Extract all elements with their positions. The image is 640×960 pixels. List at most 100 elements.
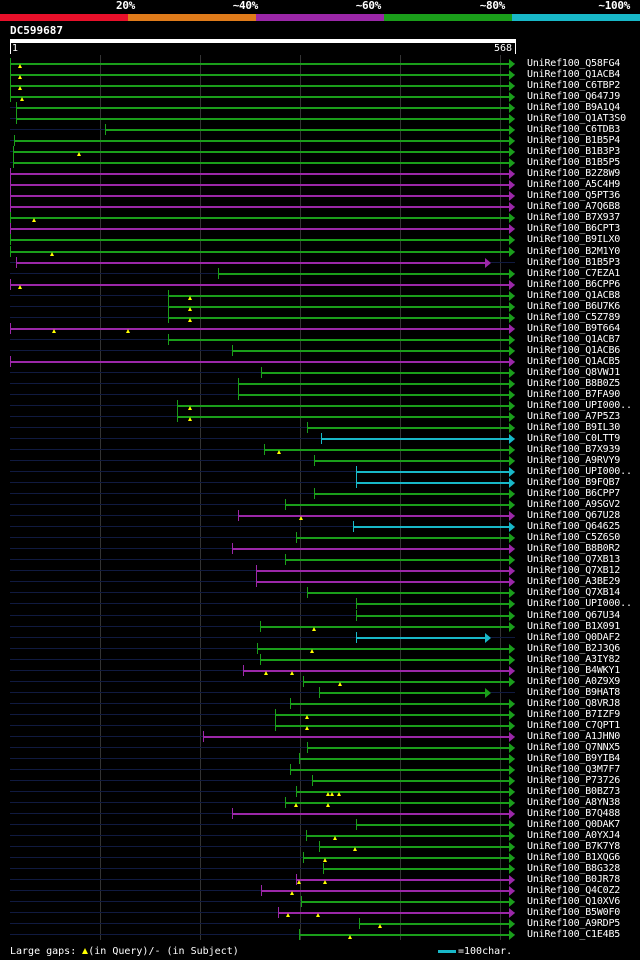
hit-row[interactable]: UniRef100_B6U7K6 xyxy=(0,300,640,312)
hit-label[interactable]: UniRef100_B2M1Y0 xyxy=(527,245,621,257)
hit-label[interactable]: UniRef100_A9RDP5 xyxy=(527,918,621,930)
hit-row[interactable]: UniRef100_B5W0F0 xyxy=(0,907,640,919)
hit-row[interactable]: UniRef100_B7IZF9 xyxy=(0,708,640,720)
hit-label[interactable]: UniRef100_Q4C0Z2 xyxy=(527,885,621,897)
hit-row[interactable]: UniRef100_UPI000.. xyxy=(0,466,640,478)
hit-label[interactable]: UniRef100_Q8VRJ8 xyxy=(527,697,621,709)
hit-label[interactable]: UniRef100_A7Q6B8 xyxy=(527,201,621,213)
hit-label[interactable]: UniRef100_UPI000.. xyxy=(527,466,632,478)
hit-row[interactable]: UniRef100_Q1AT3S0 xyxy=(0,113,640,125)
hit-row[interactable]: UniRef100_B8B0R2 xyxy=(0,543,640,555)
hit-label[interactable]: UniRef100_A5C4H9 xyxy=(527,179,621,191)
hit-label[interactable]: UniRef100_B5W0F0 xyxy=(527,907,621,919)
hit-row[interactable]: UniRef100_B6CPP6 xyxy=(0,278,640,290)
hit-label[interactable]: UniRef100_C1E4B5 xyxy=(527,929,621,941)
hit-row[interactable]: UniRef100_C7QPT1 xyxy=(0,719,640,731)
hit-row[interactable]: UniRef100_Q58FG4 xyxy=(0,58,640,69)
hit-row[interactable]: UniRef100_B6CPT3 xyxy=(0,223,640,235)
hit-label[interactable]: UniRef100_B2Z8W9 xyxy=(527,168,621,180)
hit-row[interactable]: UniRef100_A8YN38 xyxy=(0,797,640,808)
hit-row[interactable]: UniRef100_B1XQG6 xyxy=(0,852,640,864)
hit-row[interactable]: UniRef100_A9RVY9 xyxy=(0,455,640,467)
hit-row[interactable]: UniRef100_A7Q6B8 xyxy=(0,201,640,213)
hit-label[interactable]: UniRef100_Q5PT36 xyxy=(527,190,621,202)
hit-row[interactable]: UniRef100_B1B5P5 xyxy=(0,157,640,169)
hit-label[interactable]: UniRef100_B1B5P4 xyxy=(527,135,621,147)
hit-label[interactable]: UniRef100_Q7NNX5 xyxy=(527,741,621,753)
hit-row[interactable]: UniRef100_Q4C0Z2 xyxy=(0,885,640,897)
hit-row[interactable]: UniRef100_B2M1Y0 xyxy=(0,245,640,257)
hit-label[interactable]: UniRef100_Q58FG4 xyxy=(527,58,621,69)
hit-label[interactable]: UniRef100_A0YXJ4 xyxy=(527,830,621,842)
hit-row[interactable]: UniRef100_Q7XB14 xyxy=(0,587,640,599)
hit-row[interactable]: UniRef100_B1B3P3 xyxy=(0,146,640,158)
hit-row[interactable]: UniRef100_P73726 xyxy=(0,774,640,786)
hit-label[interactable]: UniRef100_Q64625 xyxy=(527,521,621,533)
hit-label[interactable]: UniRef100_Q1ACB5 xyxy=(527,355,621,367)
hit-row[interactable]: UniRef100_A3BE29 xyxy=(0,576,640,588)
hit-row[interactable]: UniRef100_A9RDP5 xyxy=(0,918,640,930)
hit-label[interactable]: UniRef100_B7K7Y8 xyxy=(527,841,621,853)
hit-row[interactable]: UniRef100_B7X939 xyxy=(0,444,640,456)
hit-label[interactable]: UniRef100_B9HAT8 xyxy=(527,686,621,698)
hit-label[interactable]: UniRef100_B7FA90 xyxy=(527,388,621,400)
hit-label[interactable]: UniRef100_Q8VWJ1 xyxy=(527,366,621,378)
hit-label[interactable]: UniRef100_A3IY82 xyxy=(527,653,621,665)
hit-row[interactable]: UniRef100_A7P5Z3 xyxy=(0,410,640,422)
hit-label[interactable]: UniRef100_Q1ACB4 xyxy=(527,69,621,81)
hit-row[interactable]: UniRef100_B9HAT8 xyxy=(0,686,640,698)
hit-row[interactable]: UniRef100_B7X937 xyxy=(0,212,640,224)
hit-row[interactable]: UniRef100_A5C4H9 xyxy=(0,179,640,191)
hit-row[interactable]: UniRef100_A9SGV2 xyxy=(0,499,640,511)
hit-row[interactable]: UniRef100_Q0DAF2 xyxy=(0,631,640,643)
hit-label[interactable]: UniRef100_UPI000.. xyxy=(527,598,632,610)
hit-row[interactable]: UniRef100_C1E4B5 xyxy=(0,929,640,941)
hit-row[interactable]: UniRef100_B7K7Y8 xyxy=(0,841,640,853)
hit-label[interactable]: UniRef100_B6U7K6 xyxy=(527,300,621,312)
hit-label[interactable]: UniRef100_A7P5Z3 xyxy=(527,410,621,422)
hit-label[interactable]: UniRef100_A0Z9X9 xyxy=(527,675,621,687)
hit-label[interactable]: UniRef100_B7IZF9 xyxy=(527,708,621,720)
hit-label[interactable]: UniRef100_C5Z789 xyxy=(527,311,621,323)
hit-row[interactable]: UniRef100_Q8VRJ8 xyxy=(0,697,640,709)
hit-label[interactable]: UniRef100_Q3M7F7 xyxy=(527,763,621,775)
hit-row[interactable]: UniRef100_A0YXJ4 xyxy=(0,830,640,842)
hit-row[interactable]: UniRef100_Q3M7F7 xyxy=(0,763,640,775)
hit-label[interactable]: UniRef100_B2J3Q6 xyxy=(527,642,621,654)
hit-label[interactable]: UniRef100_Q7XB14 xyxy=(527,587,621,599)
hit-label[interactable]: UniRef100_P73726 xyxy=(527,774,621,786)
hit-label[interactable]: UniRef100_B0JR78 xyxy=(527,874,621,886)
hit-label[interactable]: UniRef100_B9ILX0 xyxy=(527,234,621,246)
hit-label[interactable]: UniRef100_B7X937 xyxy=(527,212,621,224)
hit-label[interactable]: UniRef100_B4WKY1 xyxy=(527,664,621,676)
hit-label[interactable]: UniRef100_UPI000.. xyxy=(527,399,632,411)
hit-row[interactable]: UniRef100_Q8VWJ1 xyxy=(0,366,640,378)
hit-row[interactable]: UniRef100_B9ILX0 xyxy=(0,234,640,246)
hit-row[interactable]: UniRef100_C0LTT9 xyxy=(0,433,640,445)
hit-label[interactable]: UniRef100_B1XQG6 xyxy=(527,852,621,864)
hit-label[interactable]: UniRef100_C5Z6S0 xyxy=(527,532,621,544)
hit-row[interactable]: UniRef100_B6CPP7 xyxy=(0,488,640,500)
hit-label[interactable]: UniRef100_B1B5P5 xyxy=(527,157,621,169)
hit-row[interactable]: UniRef100_Q1ACB7 xyxy=(0,333,640,345)
hit-row[interactable]: UniRef100_B9T664 xyxy=(0,322,640,334)
hit-label[interactable]: UniRef100_C6TBP2 xyxy=(527,80,621,92)
hit-row[interactable]: UniRef100_Q67U34 xyxy=(0,609,640,621)
hit-row[interactable]: UniRef100_C7EZA1 xyxy=(0,267,640,279)
hit-row[interactable]: UniRef100_UPI000.. xyxy=(0,399,640,411)
hit-label[interactable]: UniRef100_B6CPT3 xyxy=(527,223,621,235)
hit-label[interactable]: UniRef100_Q10XV6 xyxy=(527,896,621,908)
hit-label[interactable]: UniRef100_B8B0R2 xyxy=(527,543,621,555)
hit-row[interactable]: UniRef100_C5Z789 xyxy=(0,311,640,323)
hit-row[interactable]: UniRef100_A0Z9X9 xyxy=(0,675,640,687)
hit-row[interactable]: UniRef100_UPI000.. xyxy=(0,598,640,610)
hit-row[interactable]: UniRef100_B7Q488 xyxy=(0,808,640,820)
hit-label[interactable]: UniRef100_B9IL30 xyxy=(527,421,621,433)
hit-row[interactable]: UniRef100_C5Z6S0 xyxy=(0,532,640,544)
hit-row[interactable]: UniRef100_C6TBP2 xyxy=(0,80,640,92)
hit-row[interactable]: UniRef100_B8G328 xyxy=(0,863,640,875)
hit-label[interactable]: UniRef100_B7Q488 xyxy=(527,808,621,820)
hit-label[interactable]: UniRef100_C0LTT9 xyxy=(527,433,621,445)
hit-label[interactable]: UniRef100_A3BE29 xyxy=(527,576,621,588)
hit-row[interactable]: UniRef100_Q647J9 xyxy=(0,91,640,103)
